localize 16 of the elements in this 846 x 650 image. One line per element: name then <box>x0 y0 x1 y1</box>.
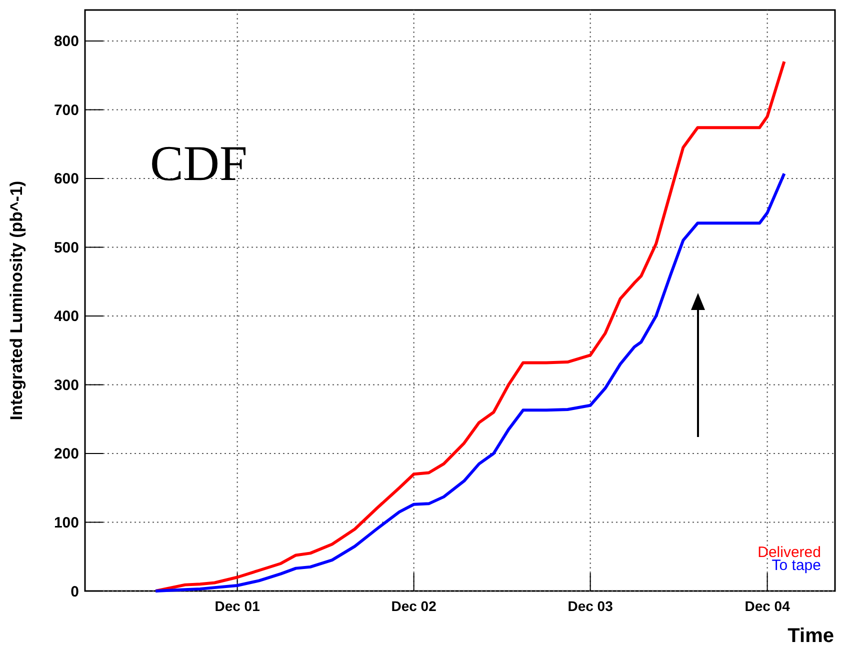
x-tick-label: Dec 04 <box>744 598 790 614</box>
y-tick-label: 500 <box>54 239 79 256</box>
annotation: CDF <box>150 135 248 191</box>
y-tick-label: 300 <box>54 376 79 394</box>
y-tick-label: 200 <box>54 446 79 463</box>
y-axis-title: Integrated Luminosity (pb^-1) <box>7 180 26 420</box>
x-axis-title: Time <box>788 625 834 647</box>
y-tick-label: 400 <box>54 308 79 326</box>
x-tick-label: Dec 03 <box>568 598 614 614</box>
y-tick-label: 800 <box>54 33 79 50</box>
y-tick-label: 0 <box>70 583 79 600</box>
x-tick-label: Dec 02 <box>391 598 437 614</box>
x-tick-label: Dec 01 <box>214 598 260 614</box>
y-tick-label: 100 <box>54 514 79 532</box>
y-tick-label: 700 <box>54 102 79 119</box>
y-tick-label: 600 <box>54 170 79 188</box>
